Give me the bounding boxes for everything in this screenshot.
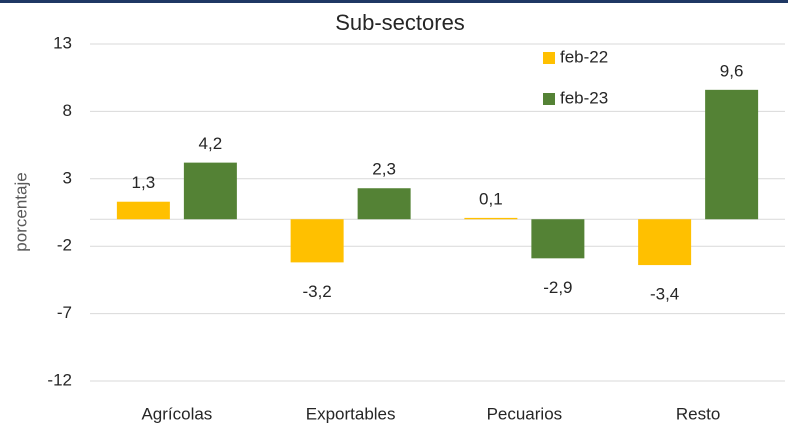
bar [464,217,518,220]
legend-label: feb-23 [560,88,608,107]
bar [290,219,344,263]
y-tick-label: 3 [63,168,72,187]
value-label: 1,3 [132,173,156,192]
x-tick-label: Agrícolas [141,404,212,423]
legend-label: feb-22 [560,47,608,66]
y-tick-label: -7 [57,303,72,322]
y-tick-label: 13 [53,33,72,52]
x-tick-label: Exportables [306,404,396,423]
y-tick-label: 8 [63,101,72,120]
value-label: 4,2 [199,134,223,153]
bar [638,219,692,266]
value-label: -3,2 [302,282,331,301]
bar [357,188,411,220]
legend-swatch [543,52,555,64]
bar [531,219,585,259]
y-tick-label: -2 [57,236,72,255]
legend-swatch [543,93,555,105]
value-label: -3,4 [650,285,679,304]
bar [116,201,170,220]
chart-title: Sub-sectores [335,10,465,35]
value-label: 9,6 [720,61,744,80]
value-label: 2,3 [372,160,396,179]
y-axis-label: porcentaje [11,172,30,251]
x-tick-label: Resto [676,404,720,423]
bar [705,89,759,220]
value-label: 0,1 [479,189,503,208]
value-label: -2,9 [543,278,572,297]
x-tick-label: Pecuarios [487,404,563,423]
y-tick-label: -12 [47,370,72,389]
top-border [0,0,788,3]
bar [183,162,237,220]
